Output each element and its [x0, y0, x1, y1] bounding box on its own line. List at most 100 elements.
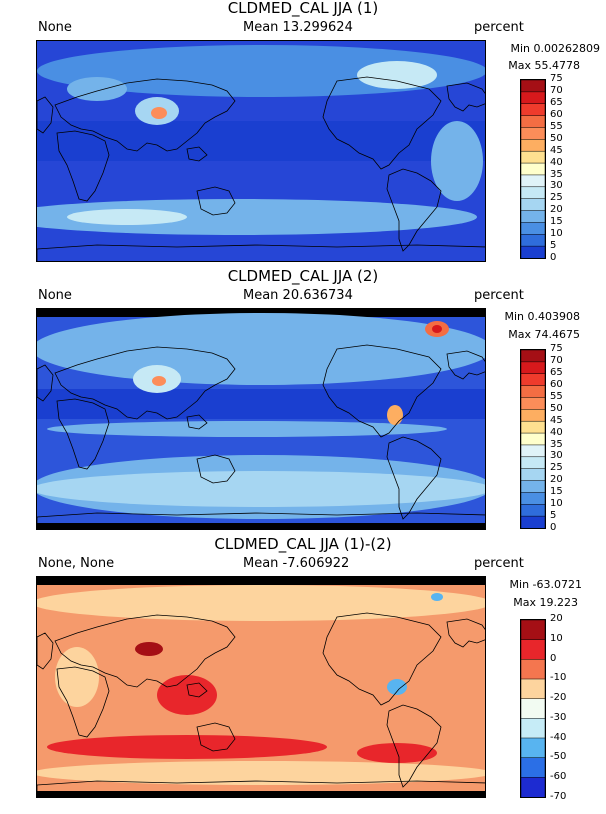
coastline — [54, 78, 236, 152]
coastline — [386, 436, 442, 520]
map-patch — [67, 77, 127, 101]
coastline — [446, 350, 485, 380]
colorbar-swatch — [521, 409, 545, 422]
colorbar-tick-label: 0 — [550, 522, 557, 533]
colorbar-swatch — [521, 639, 545, 661]
panel-mean-label: Mean 20.636734 — [243, 288, 353, 303]
colorbar-swatch — [521, 80, 545, 93]
coastline — [56, 398, 110, 470]
colorbar-swatch — [521, 115, 545, 129]
map-field — [37, 309, 485, 529]
map-missing — [37, 577, 485, 585]
colorbar-tick-label: 20 — [550, 204, 563, 216]
coastline — [386, 704, 442, 788]
colorbar-swatch — [521, 397, 545, 411]
panel-min-label: Min 0.00262809 — [510, 42, 601, 55]
panel-max-label: Max 74.4675 — [508, 328, 580, 341]
colorbar-tick-label: 0 — [550, 252, 557, 263]
colorbar-tick-label: -10 — [550, 672, 567, 684]
colorbar-swatch — [521, 456, 545, 470]
map-band — [37, 313, 485, 385]
coastline — [37, 364, 54, 402]
coastline — [37, 632, 54, 670]
panel-max-label: Max 19.223 — [513, 596, 578, 609]
colorbar-swatch — [521, 698, 545, 720]
colorbar-tick-label: 15 — [550, 216, 563, 228]
colorbar-tick-label: 10 — [550, 228, 563, 240]
colorbar-tick-label: 5 — [550, 240, 557, 252]
colorbar-swatch — [521, 186, 545, 200]
colorbar-swatch — [521, 492, 545, 506]
map-patch — [151, 107, 167, 119]
colorbar-tick-label: 70 — [550, 354, 563, 366]
colorbar-tick-label: 25 — [550, 192, 563, 204]
colorbar-tick-label: 65 — [550, 366, 563, 378]
map-band — [47, 735, 327, 759]
colorbar-swatch — [521, 174, 545, 188]
colorbar-tick-label: 35 — [550, 438, 563, 450]
panel-units-label: percent — [474, 20, 524, 35]
map-plot — [36, 40, 486, 262]
coastline — [54, 346, 236, 420]
colorbar-swatch — [521, 737, 545, 759]
colorbar-tick-label: 40 — [550, 426, 563, 438]
panel-3: CLDMED_CAL JJA (1)-(2) None, None Mean -… — [0, 536, 606, 806]
coastline — [37, 512, 485, 529]
coastline — [186, 682, 208, 698]
colorbar-tick-label: 35 — [550, 168, 563, 180]
map-missing — [37, 309, 485, 317]
colorbar — [520, 79, 546, 259]
colorbar — [520, 619, 546, 798]
coastline — [386, 168, 442, 252]
colorbar-swatch — [521, 373, 545, 387]
colorbar-swatch — [521, 162, 545, 176]
panel-units-label: percent — [474, 556, 524, 571]
panel-mean-label: Mean -7.606922 — [243, 556, 350, 571]
map-band — [47, 421, 447, 437]
colorbar-swatch — [521, 385, 545, 399]
map-patch — [357, 61, 437, 89]
colorbar-swatch — [521, 432, 545, 446]
panel-units-label: percent — [474, 288, 524, 303]
colorbar-tick-label: 75 — [550, 73, 563, 84]
colorbar-tick-label: 20 — [550, 474, 563, 486]
coastline — [37, 780, 485, 797]
colorbar-swatch — [521, 620, 545, 641]
colorbar-swatch — [521, 361, 545, 375]
colorbar — [520, 349, 546, 529]
colorbar-swatch — [521, 139, 545, 152]
colorbar-tick-label: 45 — [550, 414, 563, 426]
colorbar-tick-label: 45 — [550, 144, 563, 156]
colorbar-tick-label: 40 — [550, 156, 563, 168]
colorbar-tick-label: 60 — [550, 378, 563, 390]
map-plot — [36, 576, 486, 798]
map-band — [37, 199, 477, 235]
coastline — [54, 614, 236, 688]
coastline — [322, 344, 442, 438]
map-patch — [431, 121, 483, 201]
map-field — [37, 577, 485, 797]
colorbar-tick-label: 10 — [550, 498, 563, 510]
colorbar-tick-label: 65 — [550, 96, 563, 108]
coastline — [446, 618, 485, 648]
coastline — [37, 244, 485, 261]
panel-max-label: Max 55.4778 — [508, 59, 580, 72]
coastline — [56, 130, 110, 202]
colorbar-swatches — [521, 620, 545, 797]
coastline — [446, 82, 485, 112]
colorbar-swatches — [521, 80, 545, 258]
colorbar-tick-label: 30 — [550, 450, 563, 462]
panel-left-label: None — [38, 20, 72, 35]
colorbar-swatch — [521, 350, 545, 363]
coastline — [56, 666, 110, 738]
map-plot — [36, 308, 486, 530]
panel-min-label: Min -63.0721 — [509, 578, 582, 591]
colorbar-tick-label: 75 — [550, 343, 563, 354]
map-patch — [431, 593, 443, 601]
colorbar-tick-label: 5 — [550, 510, 557, 522]
panel-1: CLDMED_CAL JJA (1) None Mean 13.299624 p… — [0, 0, 606, 270]
panel-left-label: None, None — [38, 556, 115, 571]
panel-title: CLDMED_CAL JJA (1) — [227, 0, 379, 17]
colorbar-swatch — [521, 515, 545, 528]
map-band — [37, 585, 485, 621]
